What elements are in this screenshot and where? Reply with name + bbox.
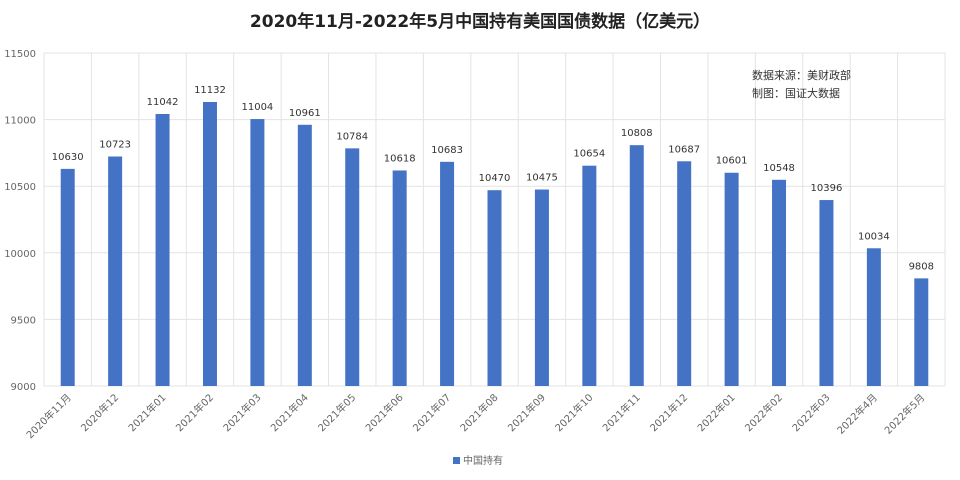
data-label: 10723: [99, 139, 131, 150]
annotation-credit: 制图：国证大数据: [752, 86, 840, 100]
x-tick-label: 2021年04: [268, 391, 311, 434]
y-tick-label: 9500: [11, 315, 36, 326]
grid: [43, 52, 946, 387]
data-label: 11004: [241, 102, 273, 113]
x-tick-label: 2022年02: [742, 391, 785, 434]
y-tick-label: 11500: [4, 49, 36, 60]
bar: [677, 161, 692, 386]
bars: 10630 10723 11042 11132 11004 10961 10784 10618…: [52, 85, 934, 386]
data-label: 10548: [763, 163, 795, 174]
x-tick-label: 2021年09: [505, 391, 548, 434]
data-label: 10630: [52, 152, 84, 163]
bar: [345, 148, 360, 386]
bar: [582, 165, 597, 386]
x-tick-label: 2021年10: [552, 391, 595, 434]
bar: [155, 114, 170, 386]
bar: [487, 190, 502, 386]
data-label: 10470: [479, 173, 511, 184]
x-tick-label: 2020年11月: [23, 391, 73, 441]
data-label: 11132: [194, 85, 226, 96]
bar: [202, 102, 217, 386]
x-tick-label: 2021年08: [457, 391, 500, 434]
legend-swatch: [453, 457, 460, 464]
x-tick-label: 2021年06: [363, 391, 406, 434]
annotation-source: 数据来源：美财政部: [752, 68, 851, 82]
bar: [250, 119, 265, 386]
bar: [914, 278, 929, 386]
y-axis: 9000 9500 10000 10500 11000 11500: [4, 49, 36, 393]
data-label: 10475: [526, 173, 558, 184]
x-tick-label: 2020年12: [78, 391, 121, 434]
x-tick-label: 2021年11: [600, 391, 643, 434]
y-tick-label: 10000: [4, 249, 36, 260]
data-label: 11042: [147, 97, 179, 108]
data-label: 10808: [621, 128, 653, 139]
x-tick-label: 2022年01: [694, 391, 737, 434]
bar: [629, 145, 644, 386]
bar: [534, 189, 549, 386]
bar: [819, 200, 834, 386]
x-tick-label: 2022年03: [789, 391, 832, 434]
chart-title: 2020年11月-2022年5月中国持有美国国债数据（亿美元）: [250, 11, 710, 32]
x-tick-label: 2022年5月: [882, 391, 928, 437]
data-label: 10961: [289, 108, 321, 119]
data-label: 10601: [716, 156, 748, 167]
data-label: 10034: [858, 231, 890, 242]
x-tick-label: 2021年05: [315, 391, 358, 434]
data-label: 10618: [384, 153, 416, 164]
bar: [108, 156, 123, 386]
legend: 中国持有: [453, 454, 503, 467]
x-tick-label: 2021年12: [647, 391, 690, 434]
x-tick-label: 2021年02: [173, 391, 216, 434]
x-tick-label: 2021年07: [410, 391, 453, 434]
bar: [724, 172, 739, 386]
x-tick-label: 2021年03: [220, 391, 263, 434]
bar: [772, 179, 787, 386]
y-tick-label: 11000: [4, 116, 36, 127]
data-label: 10687: [668, 144, 700, 155]
x-tick-label: 2022年4月: [834, 391, 880, 437]
bar: [866, 248, 881, 386]
y-tick-label: 10500: [4, 182, 36, 193]
bar: [392, 170, 407, 386]
data-label: 10396: [811, 183, 843, 194]
bar: [297, 124, 312, 386]
x-axis: 2020年11月 2020年12 2021年01 2021年02 2021年03 2021…: [23, 391, 927, 441]
y-tick-label: 9000: [11, 382, 36, 393]
data-label: 10683: [431, 145, 463, 156]
legend-label: 中国持有: [463, 454, 503, 467]
x-tick-label: 2021年01: [125, 391, 168, 434]
data-label: 9808: [909, 261, 934, 272]
bar: [60, 168, 75, 386]
data-label: 10784: [336, 131, 368, 142]
bar: [440, 161, 455, 386]
data-label: 10654: [573, 149, 605, 160]
